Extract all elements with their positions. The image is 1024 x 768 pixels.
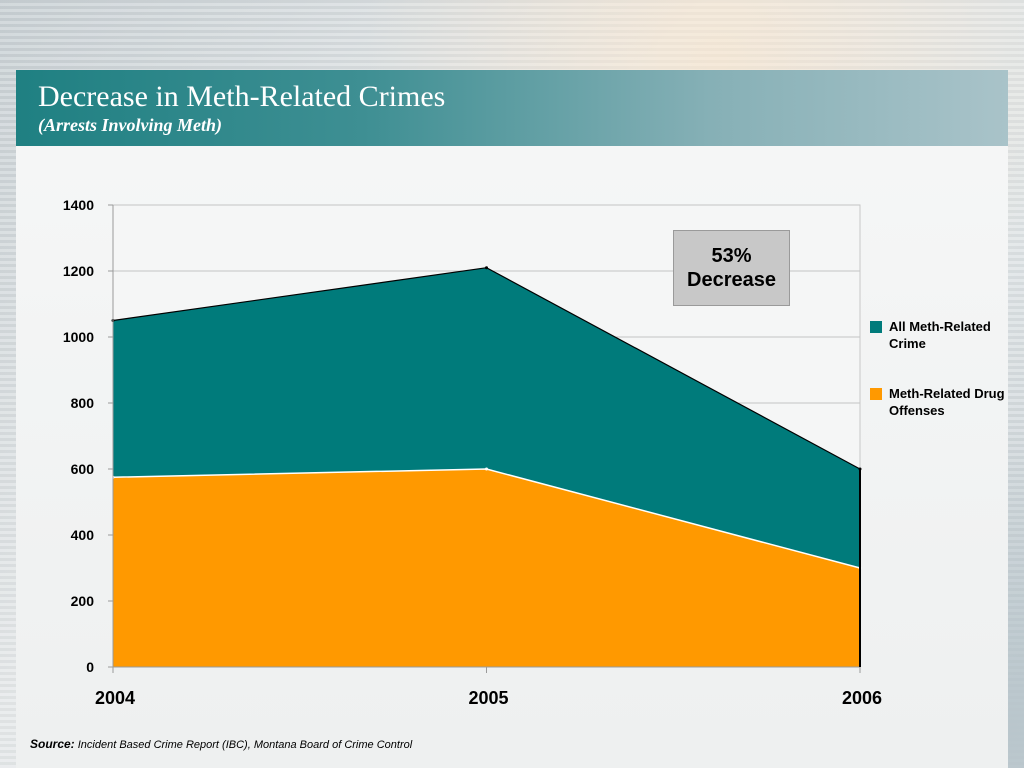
y-tick-label-1400: 1400 xyxy=(63,197,94,213)
point-all-meth-crime-2005 xyxy=(485,266,488,270)
chart-areas xyxy=(111,266,862,667)
decrease-callout: 53% Decrease xyxy=(673,230,790,306)
chart-axes xyxy=(108,204,861,673)
point-drug-offenses-2005 xyxy=(485,467,488,471)
legend-item-drug-offenses: Meth-Related Drug Offenses xyxy=(870,385,1007,419)
x-tick-label-2006: 2006 xyxy=(842,688,882,708)
y-tick-label-1000: 1000 xyxy=(63,329,94,345)
y-tick-label-800: 800 xyxy=(71,395,95,411)
y-tick-label-1200: 1200 xyxy=(63,263,94,279)
legend-label-all-meth-crime: All Meth-Related Crime xyxy=(889,319,991,351)
page-subtitle: (Arrests Involving Meth) xyxy=(38,115,223,135)
callout-percent: 53% xyxy=(711,245,752,267)
legend-item-all-meth-crime: All Meth-Related Crime xyxy=(870,318,1007,352)
callout-label: Decrease xyxy=(687,269,776,291)
y-tick-label-600: 600 xyxy=(71,461,95,477)
y-tick-label-0: 0 xyxy=(86,659,94,675)
legend-swatch-drug-offenses xyxy=(870,388,882,400)
source-text: Incident Based Crime Report (IBC), Monta… xyxy=(77,739,413,751)
legend-label-drug-offenses: Meth-Related Drug Offenses xyxy=(889,386,1005,418)
legend-swatch-all-meth-crime xyxy=(870,321,882,333)
source-label: Source: xyxy=(30,737,75,751)
chart-tick-labels: 0 200 400 600 800 1000 1200 1400 2004 2005 2006 xyxy=(63,197,882,708)
title-bar xyxy=(16,70,1008,146)
x-tick-label-2004: 2004 xyxy=(95,688,135,708)
y-tick-label-200: 200 xyxy=(71,593,95,609)
x-tick-label-2005: 2005 xyxy=(468,688,508,708)
page-title: Decrease in Meth-Related Crimes xyxy=(38,80,446,113)
y-tick-label-400: 400 xyxy=(71,527,95,543)
source-note: Source: Incident Based Crime Report (IBC… xyxy=(30,737,412,751)
